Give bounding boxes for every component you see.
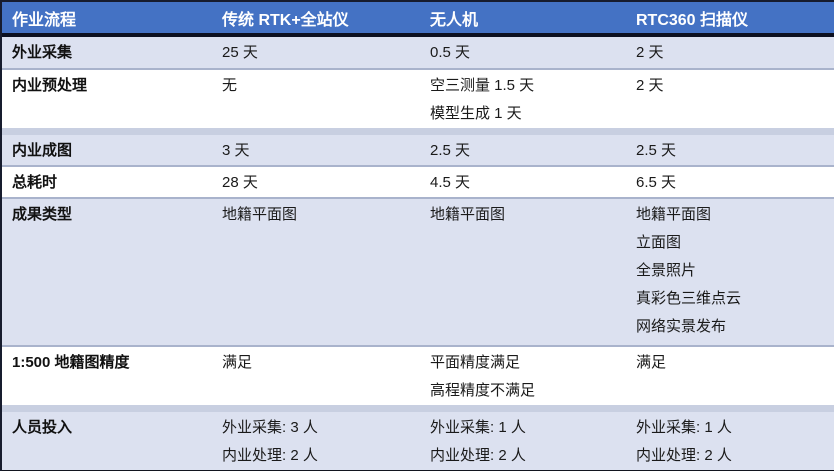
header-cell-1: 传统 RTK+全站仪	[222, 11, 349, 29]
table-row: 人员投入 外业采集: 3 人内业处理: 2 人外业采集: 1 人内业处理: 2 人…	[2, 405, 834, 470]
cell-line: 0.5 天	[430, 44, 471, 61]
table-header-row: 作业流程 传统 RTK+全站仪 无人机 RTC360 扫描仪	[2, 2, 834, 37]
cell-line: 真彩色三维点云	[636, 290, 742, 307]
table-cell: 4.5 天	[420, 167, 626, 197]
row-label: 总耗时	[2, 167, 212, 197]
table-cell: 2 天	[626, 37, 834, 67]
cell-line: 2 天	[636, 77, 664, 94]
row-label-text: 内业成图	[12, 142, 73, 159]
table-cell: 平面精度满足 高程精度不满足	[420, 347, 626, 405]
table-cell: 满足	[212, 347, 420, 405]
cell-line: 无	[222, 77, 238, 94]
cell-line: 立面图	[636, 234, 682, 251]
table-cell: 满足	[626, 347, 834, 405]
cell-line: 4.5 天	[430, 174, 471, 191]
cell-line: 地籍平面图	[222, 206, 298, 223]
cell-line: 2.5 天	[636, 142, 677, 159]
table-cell: 外业采集: 1 人内业处理: 2 人	[626, 412, 834, 470]
table-cell: 外业采集: 3 人内业处理: 2 人	[212, 412, 420, 470]
cell-line: 2 天	[636, 44, 664, 61]
cell-line: 平面精度满足	[430, 354, 521, 371]
header-cell-2: 无人机	[430, 11, 479, 29]
table-cell: 6.5 天	[626, 167, 834, 197]
cell-line: 外业采集: 3 人	[222, 419, 318, 436]
table-cell: 外业采集: 1 人内业处理: 2 人	[420, 412, 626, 470]
table-cell: 地籍平面图立面图全景照片真彩色三维点云 网络实景发布	[626, 199, 834, 341]
cell-line: 28 天	[222, 174, 258, 191]
row-label: 内业成图	[2, 135, 212, 165]
row-label: 1:500 地籍图精度	[2, 347, 212, 405]
row-label-text: 外业采集	[12, 44, 73, 61]
table-row: 1:500 地籍图精度 满足 平面精度满足 高程精度不满足 满足	[2, 345, 834, 405]
table-cell: 地籍平面图	[420, 199, 626, 341]
cell-line: 网络实景发布	[636, 318, 727, 335]
row-label: 内业预处理	[2, 70, 212, 128]
cell-line: 满足	[636, 354, 667, 371]
table-row: 成果类型 地籍平面图 地籍平面图 地籍平面图 立面图 全景照片 真彩色三维点云 网络实景发布	[2, 197, 834, 345]
table-row: 内业成图 3 天 2.5 天 2.5 天	[2, 128, 834, 165]
cell-line: 内业处理: 2 人	[430, 447, 526, 464]
row-label-text: 人员投入	[12, 419, 73, 436]
table-row: 外业采集 25 天 0.5 天 2 天	[2, 37, 834, 68]
cell-line: 3 天	[222, 142, 250, 159]
cell-line: 外业采集: 1 人	[430, 419, 526, 436]
table-cell: 2.5 天	[626, 135, 834, 165]
cell-line: 地籍平面图	[636, 206, 712, 223]
cell-line: 外业采集: 1 人	[636, 419, 732, 436]
cell-line: 全景照片	[636, 262, 697, 279]
cell-line: 25 天	[222, 44, 258, 61]
table-cell: 2 天	[626, 70, 834, 128]
row-label-text: 内业预处理	[12, 77, 88, 94]
table-cell: 28 天	[212, 167, 420, 197]
cell-line: 内业处理: 2 人	[636, 447, 732, 464]
row-label-text: 总耗时	[12, 174, 58, 191]
table-cell: 地籍平面图	[212, 199, 420, 341]
table-cell: 空三测量 1.5 天模型生成 1 天	[420, 70, 626, 128]
header-cell-0: 作业流程	[12, 11, 77, 29]
table-cell: 0.5 天	[420, 37, 626, 67]
header-cell-3: RTC360 扫描仪	[636, 11, 749, 29]
row-label: 成果类型	[2, 199, 212, 341]
cell-line: 高程精度不满足	[430, 382, 536, 399]
cell-line: 空三测量 1.5 天	[430, 77, 535, 94]
cell-line: 内业处理: 2 人	[222, 447, 318, 464]
cell-line: 满足	[222, 354, 253, 371]
row-label-text: 成果类型	[12, 206, 73, 223]
row-label-text: 1:500 地籍图精度	[12, 354, 130, 371]
row-label: 人员投入	[2, 412, 212, 470]
table-cell: 3 天	[212, 135, 420, 165]
cell-line: 6.5 天	[636, 174, 677, 191]
table-cell: 25 天	[212, 37, 420, 67]
table-cell: 2.5 天	[420, 135, 626, 165]
table-row: 内业预处理 无 空三测量 1.5 天模型生成 1 天 2 天	[2, 68, 834, 128]
table-row: 总耗时 28 天 4.5 天 6.5 天	[2, 165, 834, 197]
cell-line: 模型生成 1 天	[430, 105, 522, 122]
cell-line: 2.5 天	[430, 142, 471, 159]
table-cell: 无	[212, 70, 420, 128]
cell-line: 地籍平面图	[430, 206, 506, 223]
row-label: 外业采集	[2, 37, 212, 67]
